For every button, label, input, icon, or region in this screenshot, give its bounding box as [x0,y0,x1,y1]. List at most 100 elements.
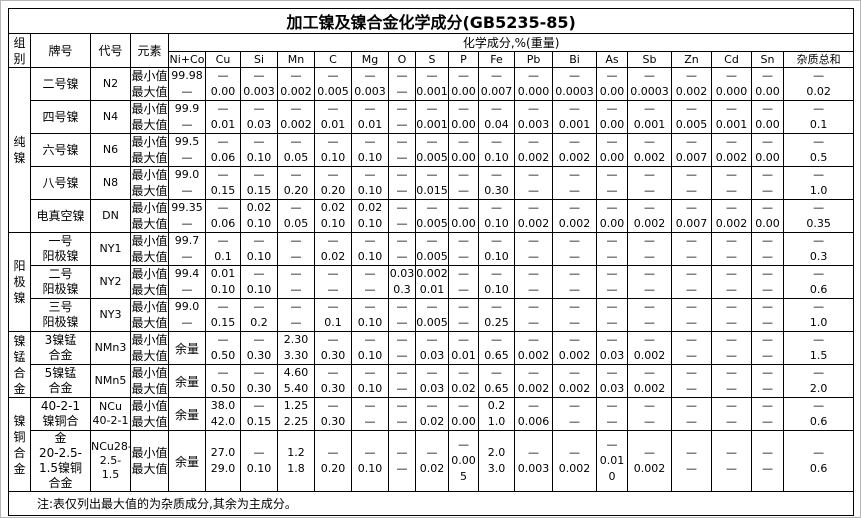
value-cell: 27.0 29.0 [205,430,241,492]
value-max: 0.30 [320,415,346,428]
value-max: — [762,415,773,428]
merged-value: 余量 [174,374,199,389]
value-max: — [686,316,697,329]
min-label: 最小值 [131,366,168,380]
value-min: — [644,201,655,214]
value-cell: — 0.01 [448,331,479,365]
table-row: 三号 阳极镍 NY3 最小值 最大值 99.0— —0.15—0.2— — —0.1—0.10… [9,298,855,332]
value-cell: — — [627,265,672,299]
value-cell: — — [751,232,784,266]
value-max: 0.00 5 [451,454,476,483]
value-min: — [686,300,697,313]
value-cell: — 0.002 [711,199,752,233]
value-cell: — — [671,364,712,398]
value-cell: — — [671,166,712,200]
value-min: — [253,446,265,459]
value-max: 42.0 [210,415,236,428]
value-min: — [606,438,618,451]
value-min: — [528,168,539,181]
value-cell: — 0.10 [351,166,389,200]
value-max: 29.0 [210,462,236,475]
value-min: — [253,366,265,379]
value-min: — [290,201,302,214]
value-min: — [606,168,618,181]
value-max: 0.002 [558,217,591,230]
grade-name: 二号 阳极镍 [30,265,91,299]
value-cell: — — [711,166,752,200]
value-max: 0.15 [246,184,272,197]
value-min: — [396,366,408,379]
value-min: — [426,135,438,148]
value-min: — [253,102,265,115]
value-min: — [569,168,580,181]
value-cell: — — [671,397,712,431]
value-max: — [569,283,580,296]
value-min: — [327,300,339,313]
value-cell: — 0.03 [240,100,278,134]
grade-name: 金 20-2.5- 1.5镍铜 合金 [30,430,91,492]
value-cell: — 0.00 [596,67,628,101]
table-row: 电真空镍 DN 最小值 最大值 99.35— —0.06 0.02 0.10—0.05 0.02… [9,199,855,233]
value-cell: 2.30 3.30 [277,331,315,365]
value-cell: 2.0 3.0 [478,430,515,492]
minmax-labels: 最小值 最大值 [130,133,169,167]
value-min: — [569,69,580,82]
value-min: 0.02 [320,201,346,214]
value-cell: — 0.10 [478,265,515,299]
value-min: — [726,446,737,459]
value-max: 0.00 [599,217,625,230]
value-max: 0.03 [419,382,445,395]
value-cell: — 0.30 [240,331,278,365]
value-min: 99.35 [171,201,203,214]
value-max: 0.007 [480,85,513,98]
value-min: — [217,69,229,82]
value-cell: 99.98 — [168,67,206,101]
minmax-labels: 最小值 最大值 [130,199,169,233]
value-min: — [364,333,376,346]
value-max: 0.000 [517,85,550,98]
value-min: — [426,446,438,459]
value-cell: — — [277,298,315,332]
value-cell: — — [514,166,553,200]
value-cell: — 0.03 [415,331,449,365]
value-min: — [327,446,339,459]
merged-value: 余量 [174,407,199,422]
value-min: — [327,234,339,247]
value-max: — [181,184,193,197]
value-max: 0.30 [246,382,272,395]
value-min: — [726,69,737,82]
value-max: — [606,184,618,197]
value-min: — [726,333,737,346]
value-min: — [396,234,408,247]
value-cell: — 0.00 [751,199,784,233]
value-min: — [606,267,618,280]
value-max: 0.10 [484,283,509,296]
value-cell: 余量 [168,331,206,365]
value-max: 0.003 [517,118,550,131]
value-min: — [290,102,302,115]
value-max: — [458,316,469,329]
value-cell: — 0.10 [240,265,278,299]
value-cell: — 0.000 [514,67,553,101]
value-min: — [364,69,376,82]
grade-name: 二号镍 [30,67,91,101]
value-max: 0.10 [210,283,236,296]
value-cell: — — [671,232,712,266]
element-col-header: O [388,51,416,68]
value-cell: 38.0 42.0 [205,397,241,431]
value-cell: — — [388,364,416,398]
value-max: 0.10 [246,217,272,230]
grade-code: NY1 [90,232,131,266]
value-min: — [364,399,376,412]
value-min: 99.98 [171,69,203,82]
value-min: — [327,135,339,148]
value-max: 0.000 [715,85,748,98]
value-cell: — 0.002 [552,133,597,167]
element-col-header: Pb [514,51,553,68]
value-max: 0.001 [416,85,448,98]
value-max: — [396,184,408,197]
min-label: 最小值 [131,267,168,281]
value-max: 0.50 [210,382,236,395]
value-cell: — — [351,397,389,431]
value-cell: 0.01 0.10 [205,265,241,299]
